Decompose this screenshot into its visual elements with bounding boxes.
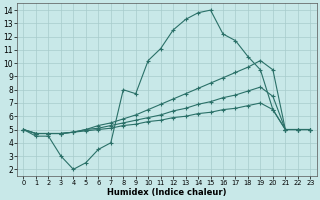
X-axis label: Humidex (Indice chaleur): Humidex (Indice chaleur) — [107, 188, 227, 197]
